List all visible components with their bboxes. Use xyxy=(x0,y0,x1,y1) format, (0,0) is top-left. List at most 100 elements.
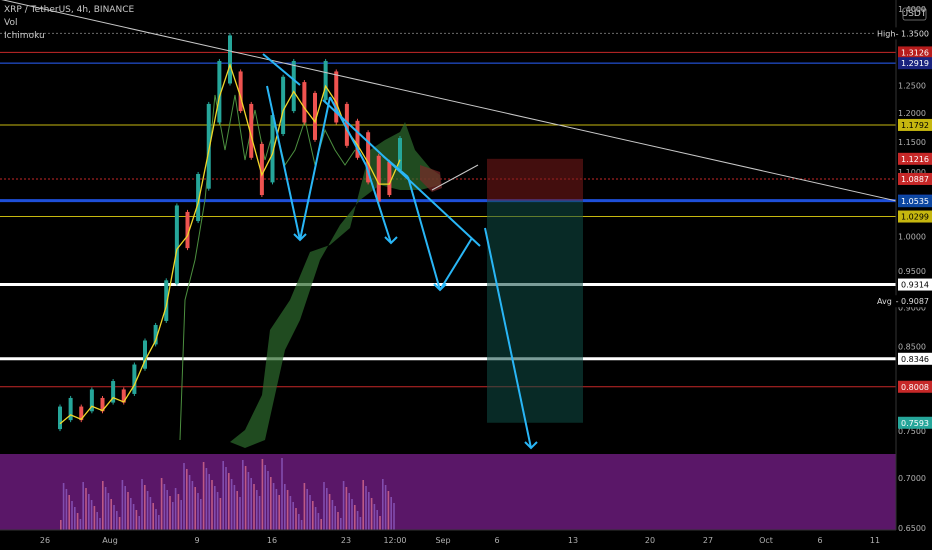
volume-bar xyxy=(314,507,317,530)
candle-body xyxy=(334,71,339,123)
projection-arrow xyxy=(439,237,473,291)
price-label-box xyxy=(874,27,932,40)
volume-bar xyxy=(135,510,138,530)
x-tick-label: Sep xyxy=(435,536,450,545)
price-label-value: 0.8008 xyxy=(901,383,929,392)
price-label-value: 1.0535 xyxy=(901,197,929,206)
volume-bar xyxy=(328,494,331,530)
volume-bar xyxy=(141,479,143,530)
volume-bar xyxy=(382,479,384,530)
y-tick-label: 1.2500 xyxy=(898,81,926,90)
volume-bar xyxy=(306,489,308,530)
volume-bar xyxy=(289,496,292,530)
candle-body xyxy=(121,389,126,403)
volume-bar xyxy=(214,486,216,530)
currency-label: USDT xyxy=(902,9,927,19)
x-tick-label: 16 xyxy=(267,536,277,545)
x-tick-label: 6 xyxy=(817,536,822,545)
volume-bar xyxy=(264,465,266,530)
price-label-name: Avg xyxy=(877,297,892,306)
candle-body xyxy=(344,103,349,146)
candle-body xyxy=(206,103,211,189)
candle-body xyxy=(174,205,179,284)
x-tick-label: 20 xyxy=(645,536,655,545)
x-tick-label: 11 xyxy=(870,536,880,545)
volume-bar xyxy=(247,472,250,530)
volume-bar xyxy=(362,480,364,530)
price-label-value: 1.0299 xyxy=(901,213,929,222)
candle-body xyxy=(259,143,264,196)
volume-bar xyxy=(130,498,132,530)
volume-bar xyxy=(188,475,191,530)
x-tick-label: Oct xyxy=(759,536,773,545)
indicator-ichimoku-label[interactable]: Ichimoku xyxy=(4,31,45,41)
candle-body xyxy=(281,76,286,135)
projection-arrow xyxy=(262,53,301,86)
volume-bar xyxy=(183,463,185,530)
volume-bar xyxy=(250,478,252,530)
volume-bar xyxy=(326,488,328,530)
candle-body xyxy=(249,103,254,158)
candle-body xyxy=(68,397,73,421)
volume-bar xyxy=(334,506,336,530)
volume-bar xyxy=(155,509,157,530)
volume-bar xyxy=(127,492,129,530)
volume-bar xyxy=(216,492,219,530)
volume-bar xyxy=(354,505,356,530)
volume-bar xyxy=(228,473,230,530)
x-tick-label: 26 xyxy=(40,536,50,545)
volume-bar xyxy=(390,497,392,530)
volume-bar xyxy=(74,507,76,530)
volume-bar xyxy=(180,500,182,530)
horizontal-levels xyxy=(0,32,896,388)
volume-bar xyxy=(149,497,152,530)
y-tick-label: 0.7000 xyxy=(898,474,926,483)
projection-arrow xyxy=(382,155,409,178)
ichimoku-lagging-span xyxy=(179,94,356,441)
volume-bar xyxy=(295,508,297,530)
chart-legend: XRP / TetherUS, 4h, BINANCE Vol Ichimoku xyxy=(4,4,134,43)
volume-bar xyxy=(110,499,112,530)
candle-body xyxy=(302,82,307,123)
price-label-box xyxy=(898,152,932,165)
price-label-value: 0.7593 xyxy=(901,419,929,428)
y-tick-label: 0.6500 xyxy=(898,524,926,533)
volume-bar xyxy=(359,517,362,530)
volume-bar xyxy=(144,485,146,530)
volume-bar xyxy=(93,506,96,530)
y-tick-label: 1.1500 xyxy=(898,138,926,147)
volume-bar xyxy=(368,492,370,530)
volume-bar xyxy=(370,498,373,530)
candle-body xyxy=(100,397,105,412)
volume-bar xyxy=(113,505,115,530)
volume-bar xyxy=(90,500,93,530)
volume-bar xyxy=(387,491,390,530)
arrow-head xyxy=(384,236,398,245)
price-label-box xyxy=(898,118,932,131)
volume-bar xyxy=(317,513,320,530)
y-tick-label: 1.0000 xyxy=(898,232,926,241)
symbol-title[interactable]: XRP / TetherUS, 4h, BINANCE xyxy=(4,5,135,15)
price-label-box xyxy=(898,46,932,59)
price-candles xyxy=(58,33,402,432)
y-tick-label: 0.9500 xyxy=(898,267,926,276)
indicator-vol-label[interactable]: Vol xyxy=(4,18,18,28)
arrow-head xyxy=(433,283,447,292)
volume-panel xyxy=(0,454,896,530)
volume-bar xyxy=(244,466,247,530)
y-tick-label: 1.2000 xyxy=(898,109,926,118)
volume-bar xyxy=(379,516,381,530)
candle-body xyxy=(79,406,84,421)
projection-arrow xyxy=(299,96,331,241)
volume-bar xyxy=(393,503,395,530)
volume-bar xyxy=(300,520,303,530)
volume-bar xyxy=(340,518,342,530)
volume-bar xyxy=(286,490,289,530)
volume-bar xyxy=(373,504,376,530)
volume-bar xyxy=(275,489,278,530)
price-label-value: 1.3126 xyxy=(901,48,929,57)
price-label-value: 1.1792 xyxy=(901,121,929,130)
volume-bar xyxy=(186,469,188,530)
